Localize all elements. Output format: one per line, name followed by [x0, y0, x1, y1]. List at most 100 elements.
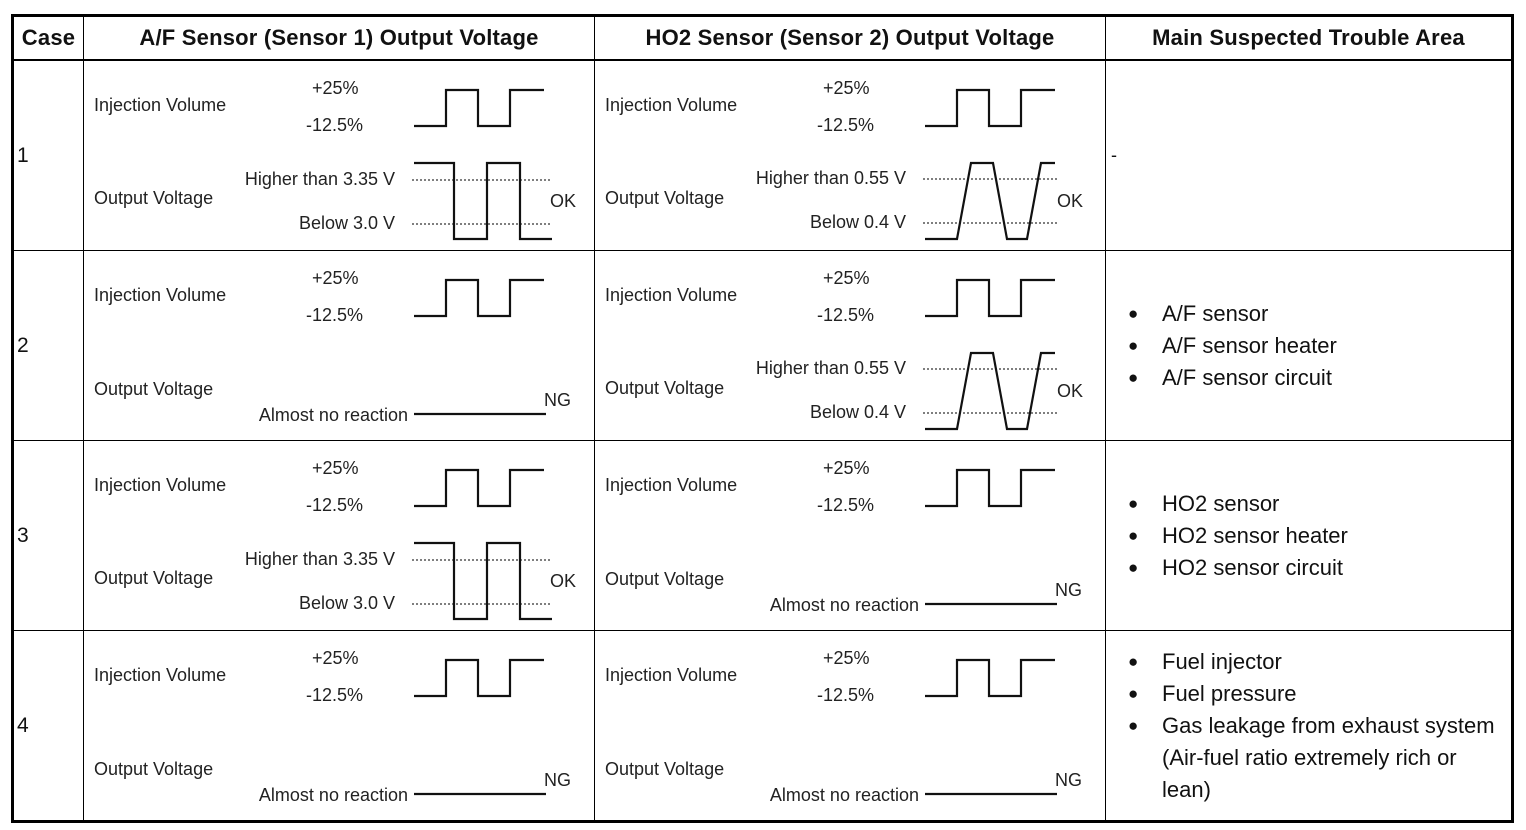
injection-volume-trace: [925, 658, 1055, 698]
almost-no-reaction-label: Almost no reaction: [259, 785, 408, 805]
ok-result-label: OK: [1057, 191, 1083, 211]
higher-than-label: Higher than 3.35 V: [245, 169, 395, 189]
plus-25-label: +25%: [312, 648, 359, 668]
ho2-sensor-cell: Injection Volume +25% -12.5% Output Voltage…: [594, 440, 1106, 631]
ok-result-label: OK: [550, 571, 576, 591]
trouble-item: HO2 sensor circuit: [1128, 552, 1511, 584]
ng-result-label: NG: [1055, 770, 1082, 790]
output-voltage-trace: [925, 351, 1055, 431]
output-voltage-label: Output Voltage: [94, 568, 213, 588]
injection-volume-label: Injection Volume: [94, 285, 226, 305]
below-label: Below 0.4 V: [810, 212, 906, 232]
below-label: Below 3.0 V: [299, 593, 395, 613]
minus-12-5-label: -12.5%: [817, 305, 874, 325]
injection-volume-trace: [414, 658, 544, 698]
plus-25-label: +25%: [823, 648, 870, 668]
minus-12-5-label: -12.5%: [817, 115, 874, 135]
injection-volume-trace: [925, 88, 1055, 128]
ok-result-label: OK: [1057, 381, 1083, 401]
plus-25-label: +25%: [312, 458, 359, 478]
higher-than-label: Higher than 0.55 V: [756, 168, 906, 188]
case-row: 1 Injection Volume +25% -12.5% Output Voltag…: [12, 59, 1513, 251]
output-voltage-label: Output Voltage: [605, 188, 724, 208]
header-ho2-sensor: HO2 Sensor (Sensor 2) Output Voltage: [594, 15, 1106, 61]
ho2-sensor-cell: Injection Volume +25% -12.5% Output Voltage…: [594, 630, 1106, 822]
case-row: 4 Injection Volume +25% -12.5% Output Voltag…: [12, 630, 1513, 822]
ng-result-label: NG: [544, 770, 571, 790]
case-row: 3 Injection Volume +25% -12.5% Output Voltag…: [12, 440, 1513, 631]
trouble-area-cell: Fuel injectorFuel pressureGas leakage fr…: [1105, 630, 1513, 822]
output-voltage-label: Output Voltage: [605, 378, 724, 398]
minus-12-5-label: -12.5%: [817, 495, 874, 515]
output-voltage-trace: [925, 161, 1055, 241]
diagnosis-table: Case A/F Sensor (Sensor 1) Output Voltag…: [11, 14, 1514, 823]
injection-volume-label: Injection Volume: [605, 475, 737, 495]
minus-12-5-label: -12.5%: [306, 495, 363, 515]
ho2-sensor-cell: Injection Volume +25% -12.5% Output Voltage…: [594, 59, 1106, 251]
trouble-area-cell: HO2 sensorHO2 sensor heaterHO2 sensor ci…: [1105, 440, 1513, 631]
case-number: 3: [12, 440, 84, 631]
header-trouble-area: Main Suspected Trouble Area: [1105, 15, 1513, 61]
minus-12-5-label: -12.5%: [817, 685, 874, 705]
ho2-waveform-diagram: Injection Volume +25% -12.5% Output Voltage…: [605, 648, 1082, 805]
trouble-item: HO2 sensor: [1128, 488, 1511, 520]
plus-25-label: +25%: [823, 78, 870, 98]
trouble-list: A/F sensorA/F sensor heaterA/F sensor ci…: [1106, 298, 1511, 394]
injection-volume-label: Injection Volume: [94, 95, 226, 115]
ng-result-label: NG: [1055, 580, 1082, 600]
almost-no-reaction-label: Almost no reaction: [770, 595, 919, 615]
trouble-item: A/F sensor: [1128, 298, 1511, 330]
output-voltage-trace: [414, 161, 552, 241]
plus-25-label: +25%: [312, 78, 359, 98]
af-sensor-cell: Injection Volume +25% -12.5% Output Voltage…: [83, 250, 595, 441]
trouble-list: HO2 sensorHO2 sensor heaterHO2 sensor ci…: [1106, 488, 1511, 584]
below-label: Below 3.0 V: [299, 213, 395, 233]
ho2-waveform-diagram: Injection Volume +25% -12.5% Output Voltage…: [605, 268, 1083, 431]
trouble-item: A/F sensor heater: [1128, 330, 1511, 362]
af-sensor-cell: Injection Volume +25% -12.5% Output Voltage…: [83, 440, 595, 631]
trouble-item: Fuel pressure: [1128, 678, 1511, 710]
af-waveform-diagram: Injection Volume +25% -12.5% Output Voltage…: [94, 268, 571, 425]
trouble-item: HO2 sensor heater: [1128, 520, 1511, 552]
injection-volume-trace: [414, 88, 544, 128]
plus-25-label: +25%: [823, 458, 870, 478]
minus-12-5-label: -12.5%: [306, 685, 363, 705]
injection-volume-label: Injection Volume: [94, 475, 226, 495]
case-row: 2 Injection Volume +25% -12.5% Output Voltag…: [12, 250, 1513, 441]
higher-than-label: Higher than 3.35 V: [245, 549, 395, 569]
af-sensor-cell: Injection Volume +25% -12.5% Output Voltage…: [83, 630, 595, 822]
ho2-waveform-diagram: Injection Volume +25% -12.5% Output Voltage…: [605, 458, 1082, 615]
af-waveform-diagram: Injection Volume +25% -12.5% Output Voltage…: [94, 648, 571, 805]
trouble-item: A/F sensor circuit: [1128, 362, 1511, 394]
output-voltage-label: Output Voltage: [605, 759, 724, 779]
injection-volume-trace: [925, 278, 1055, 318]
injection-volume-label: Injection Volume: [605, 665, 737, 685]
af-sensor-cell: Injection Volume +25% -12.5% Output Voltage…: [83, 59, 595, 251]
minus-12-5-label: -12.5%: [306, 115, 363, 135]
header-case: Case: [12, 15, 84, 61]
plus-25-label: +25%: [823, 268, 870, 288]
output-voltage-label: Output Voltage: [94, 759, 213, 779]
injection-volume-trace: [925, 468, 1055, 508]
trouble-list: Fuel injectorFuel pressureGas leakage fr…: [1106, 646, 1511, 806]
below-label: Below 0.4 V: [810, 402, 906, 422]
case-number: 2: [12, 250, 84, 441]
plus-25-label: +25%: [312, 268, 359, 288]
case-number: 1: [12, 59, 84, 251]
injection-volume-trace: [414, 468, 544, 508]
trouble-area-cell: A/F sensorA/F sensor heaterA/F sensor ci…: [1105, 250, 1513, 441]
output-voltage-trace: [414, 541, 552, 621]
trouble-item: Gas leakage from exhaust system (Air-fue…: [1128, 710, 1511, 806]
minus-12-5-label: -12.5%: [306, 305, 363, 325]
trouble-area-cell: -: [1105, 59, 1513, 251]
output-voltage-label: Output Voltage: [94, 188, 213, 208]
ho2-waveform-diagram: Injection Volume +25% -12.5% Output Voltage…: [605, 78, 1083, 241]
af-waveform-diagram: Injection Volume +25% -12.5% Output Voltage…: [94, 78, 576, 241]
injection-volume-label: Injection Volume: [605, 285, 737, 305]
almost-no-reaction-label: Almost no reaction: [770, 785, 919, 805]
injection-volume-label: Injection Volume: [605, 95, 737, 115]
no-trouble-dash: -: [1111, 145, 1117, 165]
ng-result-label: NG: [544, 390, 571, 410]
injection-volume-trace: [414, 278, 544, 318]
injection-volume-label: Injection Volume: [94, 665, 226, 685]
